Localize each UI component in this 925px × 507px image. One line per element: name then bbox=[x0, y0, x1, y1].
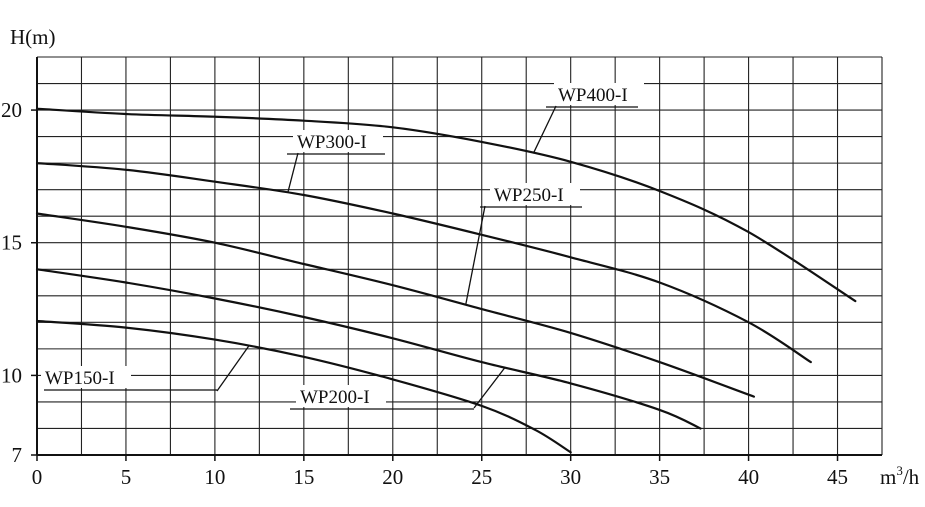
y-axis-title: H(m) bbox=[10, 25, 56, 49]
series-line-wp250-i bbox=[35, 212, 755, 398]
series-label-leader-wp250-i bbox=[465, 205, 486, 305]
grid bbox=[36, 56, 883, 456]
series-line-wp200-i bbox=[35, 268, 702, 430]
x-tick-label: 35 bbox=[649, 465, 670, 489]
series-line-wp150-i bbox=[35, 319, 572, 454]
series-labels: WP150-I WP200-I WP250-I WP300-I WP400-I bbox=[41, 83, 644, 410]
series-label-wp400-i: WP400-I bbox=[558, 85, 628, 106]
y-tick-label: 10 bbox=[1, 363, 22, 387]
x-tick-label: 30 bbox=[560, 465, 581, 489]
series-label-bg-wp200-i bbox=[296, 385, 386, 407]
series-line-wp300-i bbox=[35, 162, 812, 364]
x-tick-label: 5 bbox=[121, 465, 132, 489]
y-tick-label: 7 bbox=[12, 443, 23, 467]
series-label-wp150-i: WP150-I bbox=[45, 368, 115, 389]
x-tick-label: 40 bbox=[738, 465, 759, 489]
series-label-leader-wp400-i bbox=[532, 105, 557, 154]
series-line-wp400-i bbox=[35, 107, 857, 303]
y-tick-label: 20 bbox=[1, 98, 22, 122]
series-label-leader-wp150-i bbox=[216, 345, 250, 392]
x-tick-label: 15 bbox=[293, 465, 314, 489]
series-label-wp300-i: WP300-I bbox=[297, 132, 367, 153]
axes: 0 5 10 15 20 25 30 35 40 45 7 10 15 20 bbox=[1, 57, 882, 489]
series-label-wp200-i: WP200-I bbox=[300, 387, 370, 408]
x-tick-label: 10 bbox=[204, 465, 225, 489]
x-axis-title: m3/h bbox=[880, 463, 920, 489]
series-label-bg-wp400-i bbox=[554, 83, 644, 105]
x-tick-label: 0 bbox=[32, 465, 43, 489]
series-label-bg-wp150-i bbox=[41, 366, 131, 388]
series-label-leader-wp200-i bbox=[473, 367, 506, 409]
y-tick-label: 15 bbox=[1, 231, 22, 255]
x-tick-label: 20 bbox=[382, 465, 403, 489]
series-label-leader-wp300-i bbox=[287, 152, 299, 193]
x-tick-label: 25 bbox=[471, 465, 492, 489]
series-label-wp250-i: WP250-I bbox=[494, 185, 564, 206]
series-label-bg-wp250-i bbox=[490, 183, 580, 205]
series-lines bbox=[35, 107, 857, 454]
x-tick-label: 45 bbox=[827, 465, 848, 489]
series-label-bg-wp300-i bbox=[293, 130, 383, 152]
